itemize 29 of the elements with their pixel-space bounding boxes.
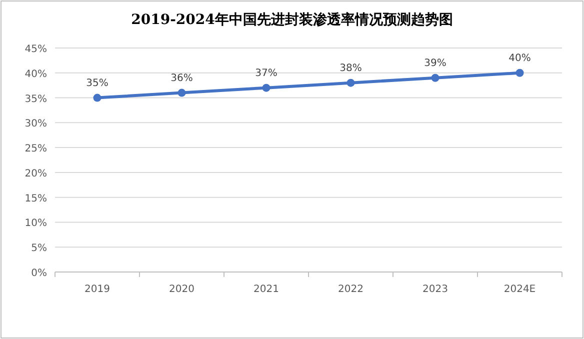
- y-tick-label: 30%: [24, 118, 47, 130]
- y-tick-label: 15%: [24, 193, 47, 204]
- y-tick-label: 35%: [24, 94, 47, 105]
- data-label: 37%: [255, 68, 278, 79]
- x-tick-label: 2022: [338, 284, 364, 295]
- data-label: 40%: [508, 52, 531, 64]
- point: [516, 68, 524, 77]
- y-tick-label: 45%: [24, 44, 47, 55]
- y-tick-label: 10%: [24, 218, 47, 230]
- y-tick-label: 25%: [24, 144, 47, 155]
- data-label: 38%: [340, 62, 362, 74]
- x-tick-label: 2019: [84, 284, 110, 295]
- y-tick-label: 40%: [24, 68, 47, 80]
- point: [262, 84, 270, 92]
- point: [346, 78, 355, 87]
- y-tick-label: 0%: [31, 268, 47, 279]
- data-label: 36%: [170, 72, 193, 84]
- point: [178, 88, 186, 97]
- data-label: 39%: [424, 58, 446, 69]
- x-tick-label: 2021: [254, 284, 279, 295]
- x-tick-label: 2020: [169, 284, 194, 295]
- x-tick-label: 2024E: [504, 284, 536, 295]
- y-tick-label: 20%: [24, 168, 47, 180]
- y-tick-label: 5%: [31, 243, 47, 254]
- data-label: 35%: [86, 78, 108, 89]
- point: [93, 94, 102, 102]
- chart-title: 2019-2024年中国先进封装渗透率情况预测趋势图: [131, 11, 453, 28]
- point: [431, 74, 440, 82]
- x-tick-label: 2023: [422, 284, 448, 295]
